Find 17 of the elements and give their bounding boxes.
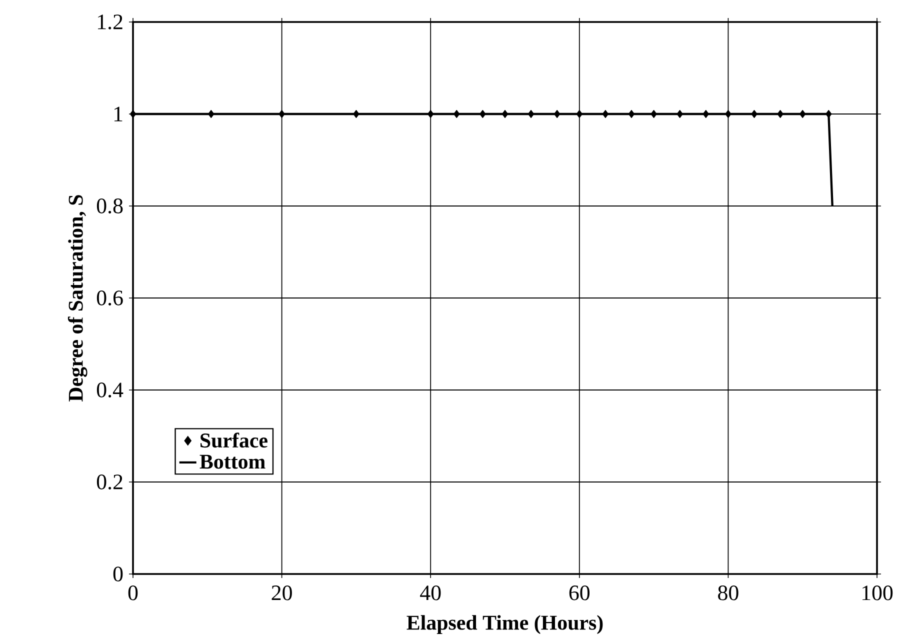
y-tick-label: 0.8 <box>96 198 123 214</box>
y-tick-label: 0.6 <box>96 290 123 306</box>
x-tick-label: 20 <box>272 585 292 600</box>
y-tick-label: 0 <box>113 566 123 582</box>
y-tick-label: 0.4 <box>96 382 124 398</box>
legend-label: Bottom <box>200 454 266 469</box>
legend-label: Surface <box>200 432 268 448</box>
x-axis-title: Elapsed Time (Hours) <box>406 614 603 634</box>
x-tick-label: 80 <box>718 585 738 600</box>
y-tick-label: 1 <box>114 106 122 122</box>
x-tick-label: 100 <box>862 585 893 600</box>
x-tick-label: 0 <box>128 585 138 600</box>
x-tick-label: 60 <box>569 585 590 600</box>
y-tick-label: 1.2 <box>98 14 122 30</box>
y-tick-label: 0.2 <box>96 474 122 490</box>
x-tick-label: 40 <box>420 585 441 600</box>
y-axis-title: Degree of Saturation, S <box>68 194 88 402</box>
